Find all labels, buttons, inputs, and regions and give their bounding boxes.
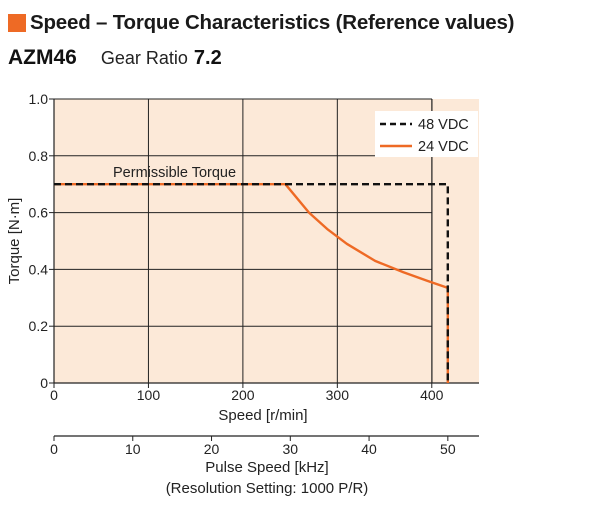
model-line: AZM46 Gear Ratio 7.2 (8, 46, 222, 78)
x-tick-label: 400 (420, 387, 444, 403)
secondary-tick-label: 50 (440, 441, 456, 457)
y-tick-label: 0.6 (29, 205, 49, 221)
y-axis-title: Torque [N·m] (6, 198, 23, 285)
legend: 48 VDC 24 VDC (375, 111, 478, 157)
gear-ratio-value: 7.2 (193, 47, 222, 69)
x-tick-label: 100 (137, 387, 161, 403)
chart-labels: 0 100 200 300 400 0 0.2 0.4 0.6 0.8 1.0 Permissible… (6, 91, 444, 424)
x-axis-title: Speed [r/min] (218, 407, 307, 424)
x-tick-label: 300 (326, 387, 350, 403)
secondary-tick-label: 20 (204, 441, 220, 457)
secondary-axis-note: (Resolution Setting: 1000 P/R) (166, 480, 369, 497)
series-layer (54, 182, 449, 383)
grid-lines (54, 98, 433, 383)
secondary-tick-label: 30 (283, 441, 299, 457)
page-title: Speed – Torque Characteristics (Referenc… (8, 8, 514, 38)
secondary-tick-label: 0 (50, 441, 58, 457)
secondary-axis-title: Pulse Speed [kHz] (205, 459, 328, 476)
y-tick-label: 0.4 (29, 261, 49, 277)
x-tick-label: 200 (231, 387, 255, 403)
secondary-tick-label: 10 (125, 441, 141, 457)
x-tick-label: 0 (50, 387, 58, 403)
legend-box (375, 111, 478, 157)
series-line (54, 182, 449, 383)
permissible-torque-annotation: Permissible Torque (113, 165, 236, 181)
y-tick-label: 1.0 (29, 91, 49, 107)
legend-label: 24 VDC (418, 139, 469, 155)
y-tick-label: 0 (40, 375, 48, 391)
y-tick-label: 0.8 (29, 148, 49, 164)
secondary-tick-label: 40 (361, 441, 377, 457)
legend-label: 48 VDC (418, 117, 469, 133)
model-name: AZM46 (8, 46, 77, 69)
axes (49, 98, 479, 388)
title-text: Speed – Torque Characteristics (Referenc… (30, 11, 515, 34)
title-square-icon (8, 14, 26, 32)
y-tick-label: 0.2 (29, 318, 49, 334)
secondary-axis: 0 10 20 30 40 50 Pulse Speed [kHz] (Resolution … (50, 435, 479, 497)
gear-ratio-label: Gear Ratio (100, 48, 188, 68)
